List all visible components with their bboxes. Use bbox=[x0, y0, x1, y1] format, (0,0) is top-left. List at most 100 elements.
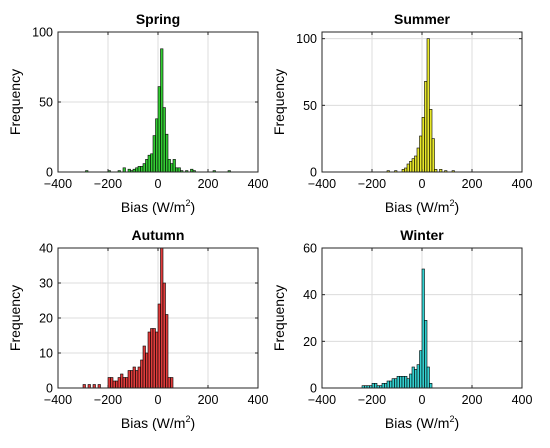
subplot-winter: −400 −200 0 200 400 0 20 40 60 Winter Bias (W/m2) F… bbox=[271, 227, 532, 431]
histogram-bar bbox=[177, 167, 181, 173]
histogram-bar bbox=[429, 383, 433, 389]
histogram-bar bbox=[416, 147, 420, 173]
histogram-bar bbox=[429, 109, 433, 173]
histogram-bar bbox=[145, 159, 149, 173]
histogram-bar bbox=[409, 373, 413, 389]
y-tick-label: 20 bbox=[39, 312, 53, 326]
x-tick-label: −400 bbox=[308, 177, 336, 191]
x-tick-label: 200 bbox=[198, 177, 219, 191]
histogram-bar bbox=[175, 167, 179, 173]
histogram-bar bbox=[137, 366, 141, 389]
histogram-bar bbox=[135, 370, 139, 389]
histogram-bar bbox=[155, 118, 159, 173]
histogram-bar bbox=[396, 376, 400, 389]
histogram-bar bbox=[414, 369, 418, 389]
histogram-bar bbox=[165, 314, 169, 389]
x-tick-label: 400 bbox=[512, 177, 533, 191]
histogram-bar bbox=[426, 38, 430, 173]
y-axis-label: Frequency bbox=[271, 69, 287, 135]
y-tick-label: 100 bbox=[296, 32, 317, 46]
x-tick-label: 400 bbox=[248, 393, 269, 407]
chart-title: Autumn bbox=[132, 227, 185, 243]
x-axis-label-text: Bias (W/m bbox=[121, 199, 186, 215]
chart-title: Summer bbox=[394, 11, 451, 27]
y-tick-label: 0 bbox=[46, 382, 53, 396]
histogram-bar bbox=[155, 331, 159, 389]
x-axis-label-text: Bias (W/m bbox=[121, 415, 186, 431]
histogram-bar bbox=[399, 376, 403, 389]
histogram-bar bbox=[426, 366, 430, 389]
y-tick-label: 50 bbox=[39, 96, 53, 110]
x-tick-label: −200 bbox=[358, 177, 386, 191]
y-axis-label: Frequency bbox=[271, 285, 287, 351]
histogram-bar bbox=[140, 359, 144, 389]
histogram-bar bbox=[92, 384, 96, 389]
histogram-bar bbox=[142, 345, 146, 389]
x-tick-label: 200 bbox=[198, 393, 219, 407]
histogram-bar bbox=[419, 350, 423, 389]
histogram-bar bbox=[120, 373, 124, 389]
y-tick-label: 0 bbox=[46, 166, 53, 180]
histogram-bar bbox=[170, 377, 174, 389]
histogram-bar bbox=[431, 138, 435, 173]
histogram-bar bbox=[406, 163, 410, 173]
histogram-bar bbox=[411, 366, 415, 389]
histogram-bar bbox=[115, 380, 119, 389]
histogram-bar bbox=[416, 364, 420, 389]
histogram-bar bbox=[147, 154, 151, 173]
histogram-bar bbox=[374, 383, 378, 389]
x-tick-label: −400 bbox=[308, 393, 336, 407]
histogram-bar bbox=[419, 135, 423, 173]
histogram-bar bbox=[401, 376, 405, 389]
histogram-bar bbox=[132, 366, 136, 389]
x-axis-label-superscript: 2 bbox=[449, 414, 454, 424]
x-tick-label: 0 bbox=[155, 393, 162, 407]
x-tick-label: 400 bbox=[248, 177, 269, 191]
x-tick-label: −200 bbox=[94, 393, 122, 407]
x-axis-label-close: ) bbox=[454, 415, 459, 431]
x-tick-label: −200 bbox=[358, 393, 386, 407]
histogram-bar bbox=[384, 383, 388, 389]
x-tick-label: −400 bbox=[44, 393, 72, 407]
histogram-bar bbox=[152, 135, 156, 173]
x-axis-label: Bias (W/m2) bbox=[121, 414, 195, 431]
x-axis-label: Bias (W/m2) bbox=[385, 198, 459, 215]
x-tick-label: 200 bbox=[462, 177, 483, 191]
x-axis-label-close: ) bbox=[190, 199, 195, 215]
histogram-bar bbox=[135, 167, 139, 173]
histogram-bar bbox=[160, 48, 164, 173]
histogram-bar bbox=[421, 117, 425, 173]
x-axis-label-close: ) bbox=[190, 415, 195, 431]
histogram-bar bbox=[381, 383, 385, 389]
x-tick-label: 0 bbox=[419, 393, 426, 407]
histogram-bar bbox=[394, 378, 398, 389]
histogram-bar bbox=[162, 282, 166, 389]
histogram-bar bbox=[391, 378, 395, 389]
histogram-bar bbox=[404, 376, 408, 389]
chart-title: Winter bbox=[400, 227, 444, 243]
histogram-bar bbox=[157, 303, 161, 389]
x-tick-label: 0 bbox=[419, 177, 426, 191]
x-tick-label: 400 bbox=[512, 393, 533, 407]
histogram-bar bbox=[160, 247, 164, 389]
histogram-bar bbox=[389, 380, 393, 389]
histogram-bar bbox=[122, 377, 126, 389]
histogram-bar bbox=[150, 153, 154, 173]
x-tick-label: −400 bbox=[44, 177, 72, 191]
histogram-bar bbox=[137, 166, 141, 173]
y-tick-label: 100 bbox=[32, 26, 53, 40]
histogram-bar bbox=[162, 107, 166, 173]
histogram-bar bbox=[122, 167, 126, 173]
histogram-bar bbox=[97, 384, 101, 389]
x-tick-label: −200 bbox=[94, 177, 122, 191]
histogram-bar bbox=[411, 158, 415, 173]
x-tick-label: 200 bbox=[462, 393, 483, 407]
histogram-bar bbox=[404, 167, 408, 173]
y-tick-label: 60 bbox=[303, 242, 317, 256]
x-axis-label-close: ) bbox=[454, 199, 459, 215]
histogram-bar bbox=[142, 163, 146, 173]
x-axis-label: Bias (W/m2) bbox=[385, 414, 459, 431]
x-tick-label: 0 bbox=[155, 177, 162, 191]
histogram-bar bbox=[406, 378, 410, 389]
y-axis-label: Frequency bbox=[7, 285, 23, 351]
